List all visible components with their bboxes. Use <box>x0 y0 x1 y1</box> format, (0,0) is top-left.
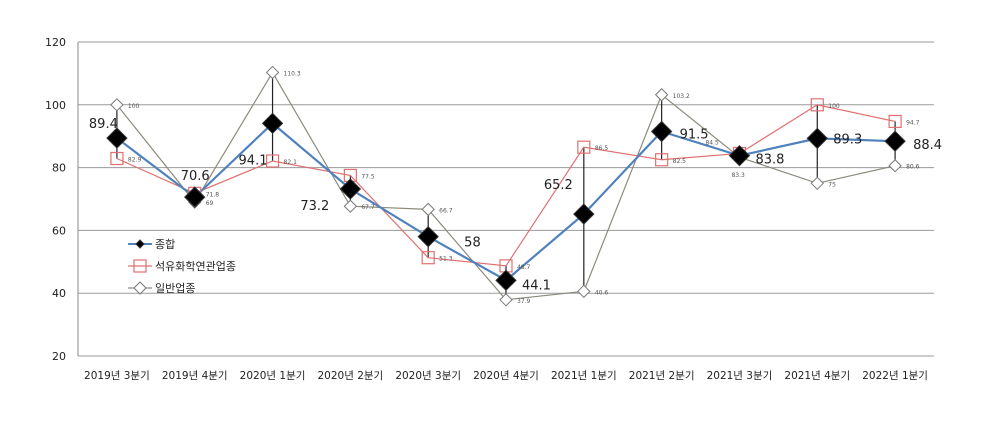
data-label: 100 <box>828 103 840 110</box>
data-point <box>654 88 669 102</box>
data-point <box>421 202 435 217</box>
data-point <box>495 269 517 292</box>
data-label: 77.5 <box>361 173 375 180</box>
data-label: 66.7 <box>439 207 453 214</box>
x-tick-label: 2020년 4분기 <box>473 370 539 382</box>
y-tick-label: 80 <box>52 162 66 175</box>
series-line-0 <box>116 121 896 282</box>
data-label: 80.6 <box>906 164 920 171</box>
data-point <box>343 199 358 213</box>
data-label: 67.7 <box>361 204 375 211</box>
data-label-main: 89.3 <box>833 132 862 147</box>
y-tick-label: 40 <box>52 287 66 300</box>
data-label: 103.2 <box>673 93 690 100</box>
data-point <box>110 151 124 166</box>
legend-marker <box>133 281 147 295</box>
x-tick-label: 2020년 2분기 <box>317 370 383 382</box>
legend-label: 석유화학연관업종 <box>155 260 236 273</box>
y-tick-label: 100 <box>45 99 66 112</box>
legend-label: 종합 <box>155 238 175 251</box>
data-point <box>806 127 828 150</box>
data-label: 75 <box>828 181 836 188</box>
data-point <box>265 154 280 168</box>
data-point <box>184 186 206 208</box>
data-label-main: 88.4 <box>913 138 942 153</box>
data-point <box>577 284 591 299</box>
x-tick-label: 2019년 3분기 <box>84 370 150 382</box>
data-point <box>888 114 902 129</box>
data-point <box>106 127 128 149</box>
data-point <box>110 98 124 112</box>
data-label: 82.1 <box>284 159 298 166</box>
data-label-main: 58 <box>464 236 481 251</box>
data-point <box>261 112 284 135</box>
data-label-main: 73.2 <box>300 199 329 214</box>
data-label-main: 91.5 <box>680 127 709 142</box>
data-point <box>650 120 673 143</box>
legend-marker <box>135 239 145 249</box>
legend-label: 일반업종 <box>155 281 195 295</box>
data-point <box>728 144 751 167</box>
y-tick-label: 120 <box>45 36 66 49</box>
data-point <box>417 225 439 248</box>
data-label: 83.3 <box>731 172 745 179</box>
x-tick-label: 2021년 1분기 <box>551 370 617 382</box>
x-tick-label: 2022년 1분기 <box>862 370 928 382</box>
data-label: 71.8 <box>206 191 220 198</box>
data-label-main: 89.4 <box>89 117 118 132</box>
data-point <box>888 159 902 173</box>
data-label: 48.7 <box>517 264 531 271</box>
data-label: 40.6 <box>595 289 609 296</box>
data-point <box>573 203 595 225</box>
data-label-main: 44.1 <box>522 278 551 293</box>
data-label: 100 <box>128 103 140 110</box>
data-point <box>265 65 280 80</box>
data-label: 51.3 <box>439 256 453 263</box>
data-label: 86.5 <box>595 145 609 152</box>
data-point <box>577 140 591 154</box>
x-tick-label: 2021년 3분기 <box>707 370 773 382</box>
y-tick-label: 20 <box>52 350 66 363</box>
x-tick-label: 2021년 2분기 <box>629 370 695 382</box>
data-label-main: 94.1 <box>239 153 268 168</box>
data-point <box>655 153 669 167</box>
data-point <box>810 98 824 112</box>
data-point <box>421 251 435 265</box>
data-point <box>339 178 362 200</box>
y-tick-label: 60 <box>52 224 66 237</box>
data-label-main: 70.6 <box>181 169 210 184</box>
x-tick-label: 2020년 1분기 <box>240 370 306 382</box>
data-label-main: 65.2 <box>544 178 573 193</box>
data-point <box>884 130 906 152</box>
data-label-main: 83.8 <box>755 153 784 168</box>
data-label: 82.5 <box>673 158 687 165</box>
data-label: 110.3 <box>284 70 301 77</box>
data-label: 37.9 <box>517 298 531 305</box>
legend-marker <box>133 259 147 273</box>
series-line-1 <box>116 104 896 267</box>
data-label: 82.9 <box>128 156 142 163</box>
x-tick-label: 2021년 4분기 <box>784 370 850 382</box>
data-label: 94.7 <box>906 119 920 126</box>
data-point <box>810 176 824 191</box>
data-label: 84.5 <box>705 139 719 146</box>
data-point <box>499 293 513 307</box>
x-tick-label: 2020년 3분기 <box>395 370 461 382</box>
data-label: 69 <box>206 200 214 207</box>
x-tick-label: 2019년 4분기 <box>162 370 228 382</box>
